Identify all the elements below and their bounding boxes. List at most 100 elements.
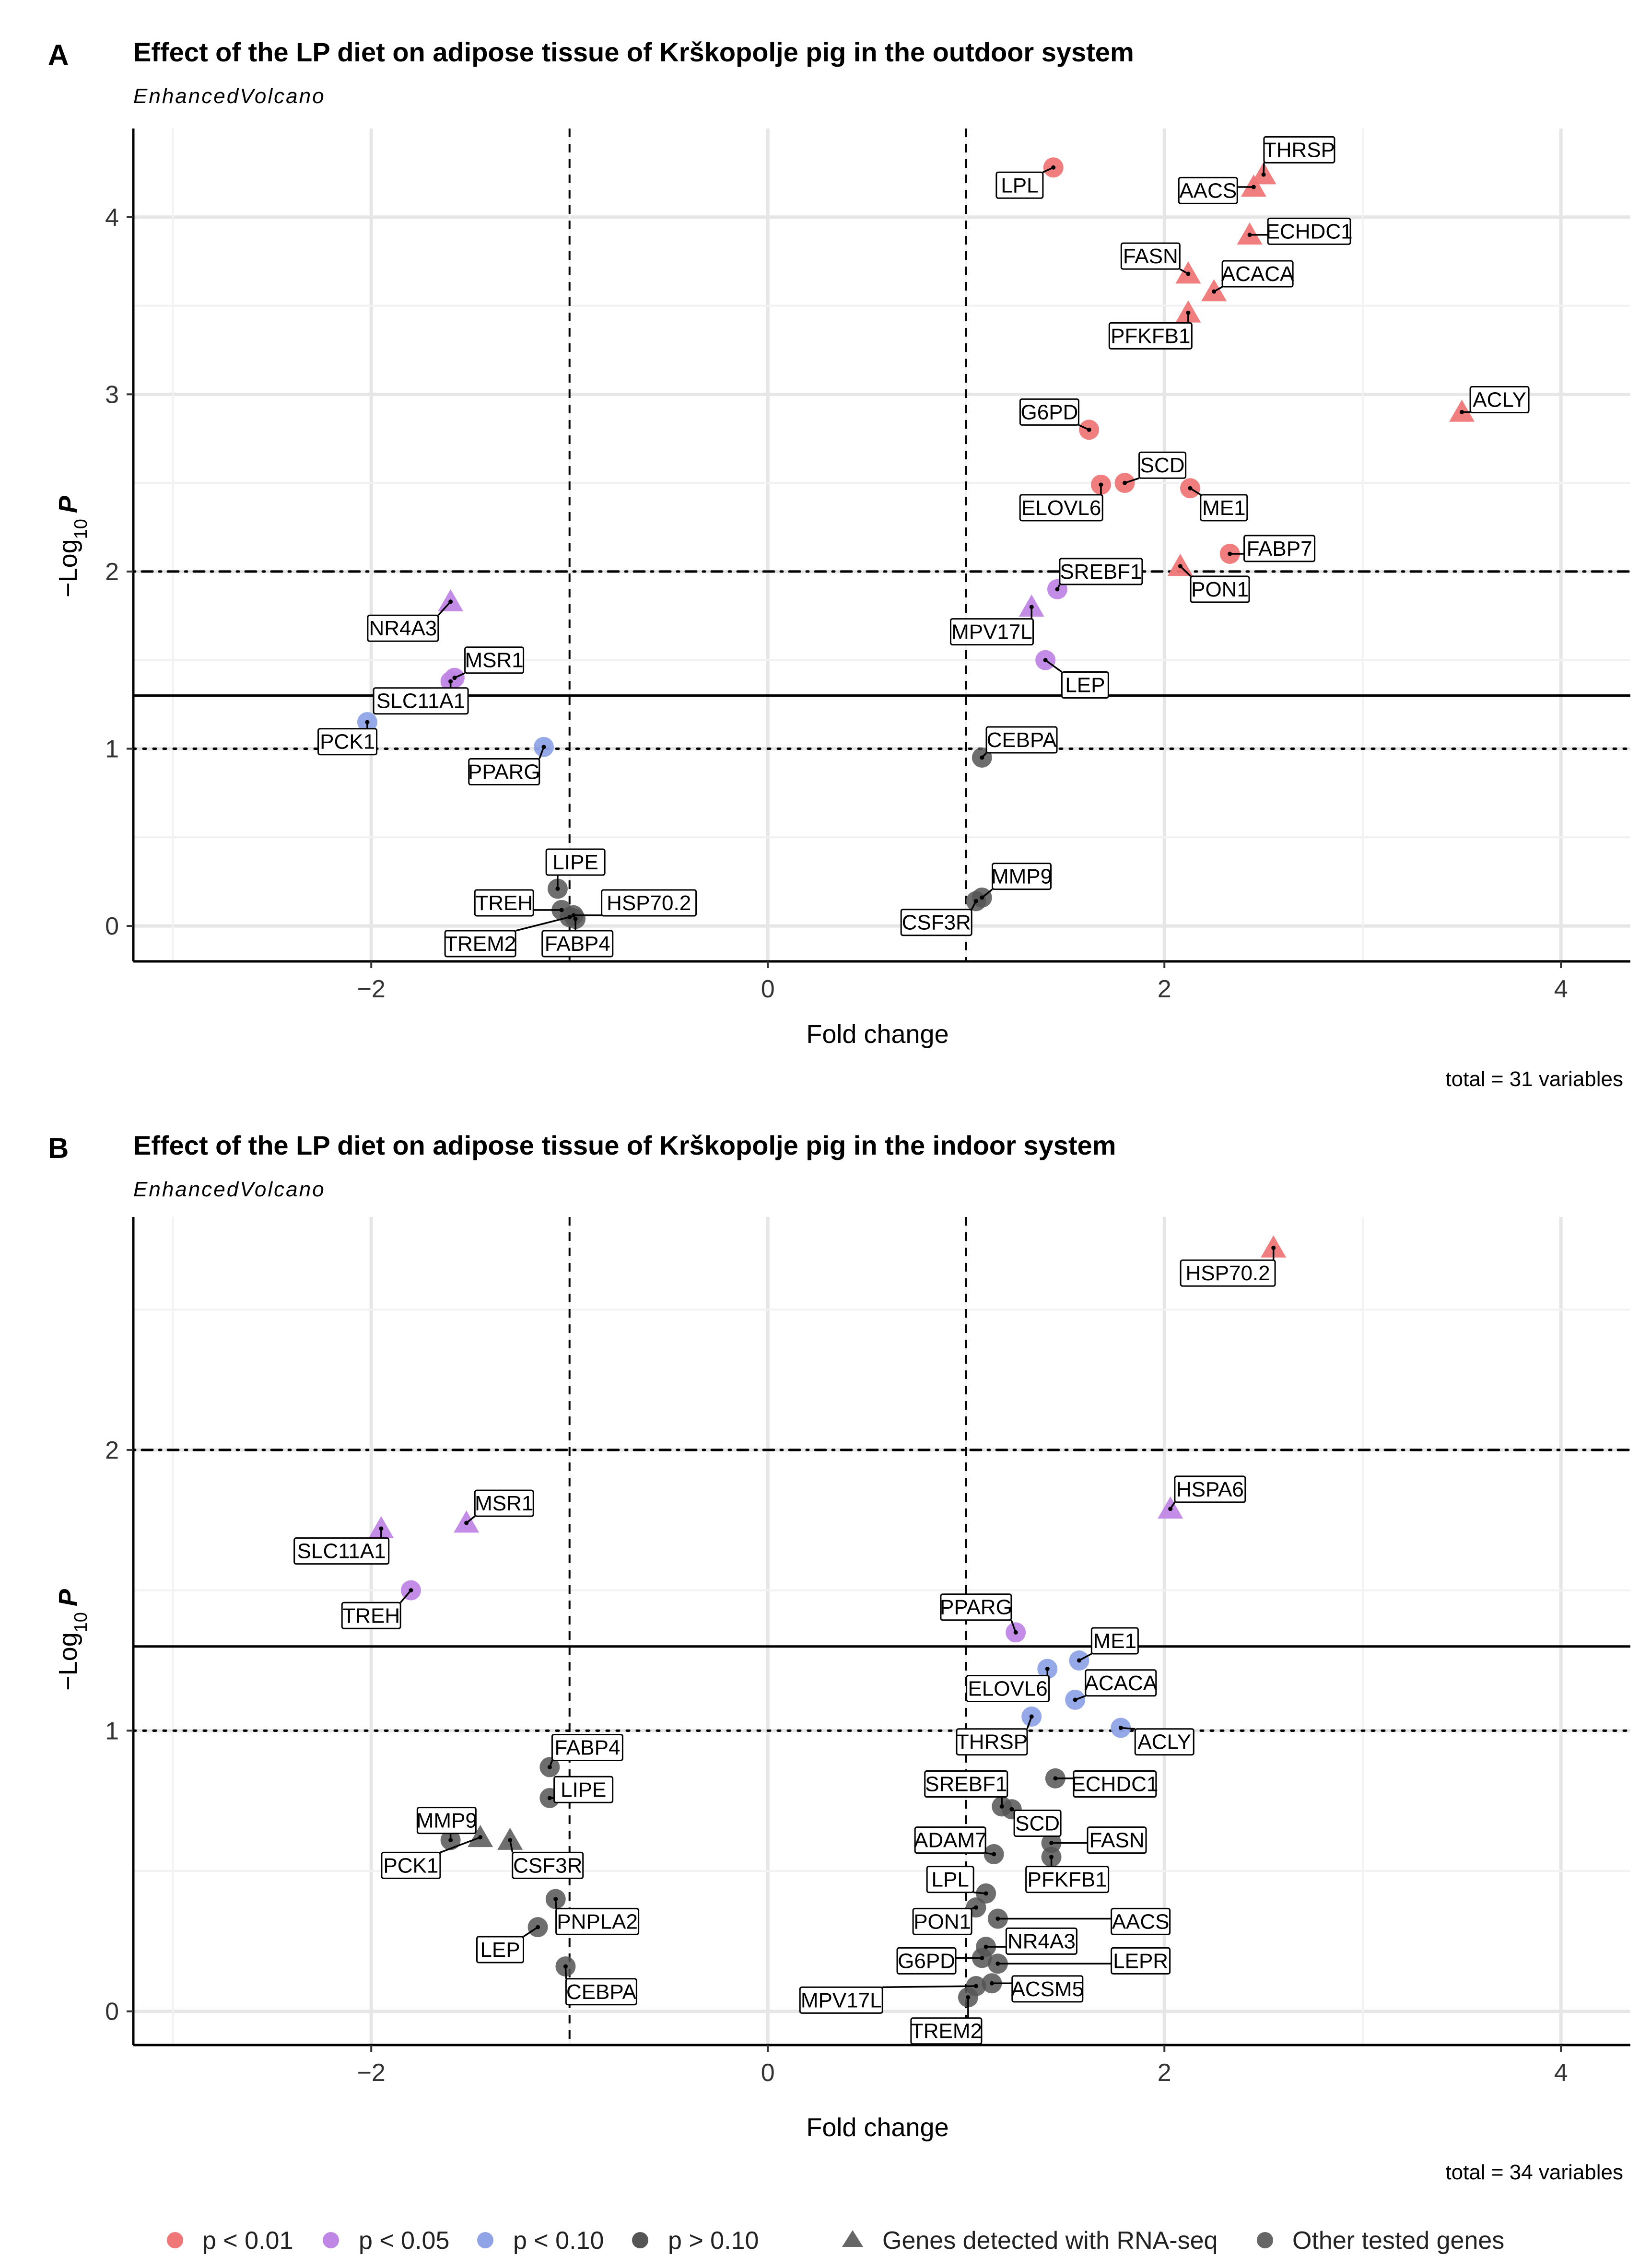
- gene-label-mpv17l: MPV17L: [951, 620, 1032, 644]
- connector-acly: [1121, 1727, 1136, 1730]
- connector-end-mpv17l: [1029, 605, 1034, 609]
- legend-item-p001: p < 0.01: [167, 2227, 293, 2255]
- connector-end-g6pd: [980, 1956, 984, 1961]
- panel-b-y-tick-label: 2: [105, 1437, 119, 1464]
- legend-item-p010: p < 0.10: [477, 2227, 604, 2255]
- gene-label-lep: LEP: [480, 1938, 520, 1962]
- panel-a-x-axis-label: Fold change: [806, 1020, 948, 1049]
- connector-end-slc11a1: [379, 1526, 384, 1531]
- label-box-acsm5: [1011, 1975, 1084, 2003]
- gene-label-fabp4: FABP4: [554, 1736, 620, 1759]
- connector-end-trem2: [567, 915, 572, 920]
- gene-label-hsp70-2: HSP70.2: [1186, 1262, 1270, 1285]
- connector-end-pparg: [541, 745, 546, 749]
- gene-label-me1: ME1: [1093, 1629, 1136, 1653]
- label-box-me1: [1200, 494, 1248, 522]
- label-box-treh: [474, 889, 534, 917]
- connector-end-aacs: [1251, 185, 1256, 189]
- connector-end-pfkfb1: [1186, 310, 1191, 315]
- panel-a-letter: A: [48, 39, 69, 71]
- label-box-aacs: [1111, 1907, 1171, 1935]
- label-box-nr4a3: [367, 614, 439, 642]
- panel-b-x-tick-label: 2: [1158, 2059, 1171, 2087]
- connector-end-pck1: [365, 720, 370, 725]
- gene-label-acaca: ACACA: [1084, 1672, 1157, 1695]
- gene-label-pck1: PCK1: [320, 730, 375, 754]
- connector-end-echdc1: [1053, 1776, 1058, 1781]
- connector-end-pparg: [1013, 1630, 1018, 1635]
- gene-label-scd: SCD: [1015, 1812, 1060, 1835]
- connector-end-treh: [409, 1588, 413, 1593]
- gene-label-acsm5: ACSM5: [1011, 1977, 1084, 2001]
- gene-label-lpl: LPL: [1001, 174, 1038, 197]
- connector-end-thrsp: [1029, 1714, 1034, 1719]
- gene-label-srebf1: SREBF1: [1060, 560, 1142, 584]
- gene-label-slc11a1: SLC11A1: [297, 1540, 386, 1563]
- connector-mpv17l: [882, 1985, 976, 1988]
- legend-label-other: Other tested genes: [1292, 2227, 1504, 2255]
- connector-end-scd: [1009, 1807, 1014, 1812]
- label-box-cebpa: [565, 1978, 637, 2006]
- connector-end-mpv17l: [973, 1984, 978, 1988]
- label-box-slc11a1: [373, 687, 469, 715]
- connector-end-fasn: [1186, 271, 1191, 276]
- gene-label-hspa6: HSPA6: [1176, 1478, 1244, 1501]
- legend-triangle-icon: [842, 2230, 863, 2247]
- gene-label-cebpa: CEBPA: [566, 1980, 637, 2004]
- label-box-trem2: [444, 930, 516, 958]
- legend-item-rnaseq: Genes detected with RNA-seq: [842, 2227, 1218, 2255]
- label-box-lepr: [1111, 1947, 1171, 1975]
- legend-swatch-p005: [323, 2232, 339, 2248]
- panel-a-subtitle: EnhancedVolcano: [133, 84, 326, 108]
- gene-label-fasn: FASN: [1123, 245, 1178, 268]
- connector-pparg: [1010, 1620, 1017, 1633]
- label-box-fabp4: [541, 930, 614, 958]
- label-box-treh: [341, 1602, 401, 1629]
- panel-b-letter: B: [48, 1132, 69, 1164]
- panel-a-x-tick-label: 0: [761, 975, 775, 1003]
- label-box-pck1: [317, 728, 378, 756]
- label-box-lep: [476, 1936, 524, 1964]
- panel-b-x-tick-label: 4: [1554, 2059, 1568, 2087]
- gene-label-csf3r: CSF3R: [902, 911, 971, 935]
- connector-pck1: [440, 1836, 481, 1853]
- panel-b-gene-labels: HSP70.2 HSPA6 MSR1 SLC11A1 TREH PPARG ME1 ELOVL…: [293, 1245, 1276, 2045]
- label-box-thrsp: [956, 1728, 1028, 1756]
- gene-label-nr4a3: NR4A3: [1007, 1929, 1076, 1953]
- label-box-mpv17l: [949, 618, 1034, 646]
- connector-end-me1: [1188, 486, 1193, 491]
- connector-lep: [523, 1926, 539, 1938]
- gene-label-g6pd: G6PD: [1021, 400, 1078, 424]
- label-box-pnpla2: [555, 1907, 640, 1935]
- connector-end-g6pd: [1087, 427, 1091, 432]
- gene-label-fabp4: FABP4: [545, 932, 610, 956]
- panel-b-y-axis-label: −Log10P: [54, 1589, 91, 1691]
- label-box-srebf1: [1059, 558, 1143, 585]
- connector-scd: [1124, 477, 1140, 484]
- connector-end-acaca: [1073, 1697, 1077, 1702]
- label-box-aacs: [1178, 176, 1238, 204]
- connector-end-lepr: [995, 1961, 1000, 1966]
- label-box-mmp9: [992, 863, 1052, 890]
- connector-end-fabp4: [573, 916, 578, 921]
- label-box-msr1: [464, 646, 525, 674]
- label-box-cebpa: [985, 726, 1058, 754]
- connector-end-csf3r: [973, 899, 978, 903]
- gene-label-pnpla2: PNPLA2: [557, 1910, 638, 1933]
- label-box-srebf1: [924, 1770, 1008, 1798]
- panel-b-subtitle: EnhancedVolcano: [133, 1178, 326, 1201]
- panel-a-y-tick-label: 0: [105, 912, 119, 940]
- connector-end-fasn: [1049, 1840, 1054, 1845]
- gene-label-srebf1: SREBF1: [925, 1773, 1007, 1796]
- connector-end-lipe: [555, 886, 560, 891]
- gene-label-pfkfb1: PFKFB1: [1111, 324, 1190, 348]
- label-box-pon1: [912, 1907, 972, 1935]
- legend-item-p005: p < 0.05: [323, 2227, 449, 2255]
- connector-end-lpl: [1051, 165, 1056, 170]
- connector-end-me1: [1077, 1658, 1081, 1663]
- legend-label-p005: p < 0.05: [359, 2227, 449, 2255]
- gene-label-acaca: ACACA: [1221, 262, 1294, 286]
- connector-end-acaca: [1212, 289, 1217, 294]
- connector-end-lipe: [547, 1796, 552, 1800]
